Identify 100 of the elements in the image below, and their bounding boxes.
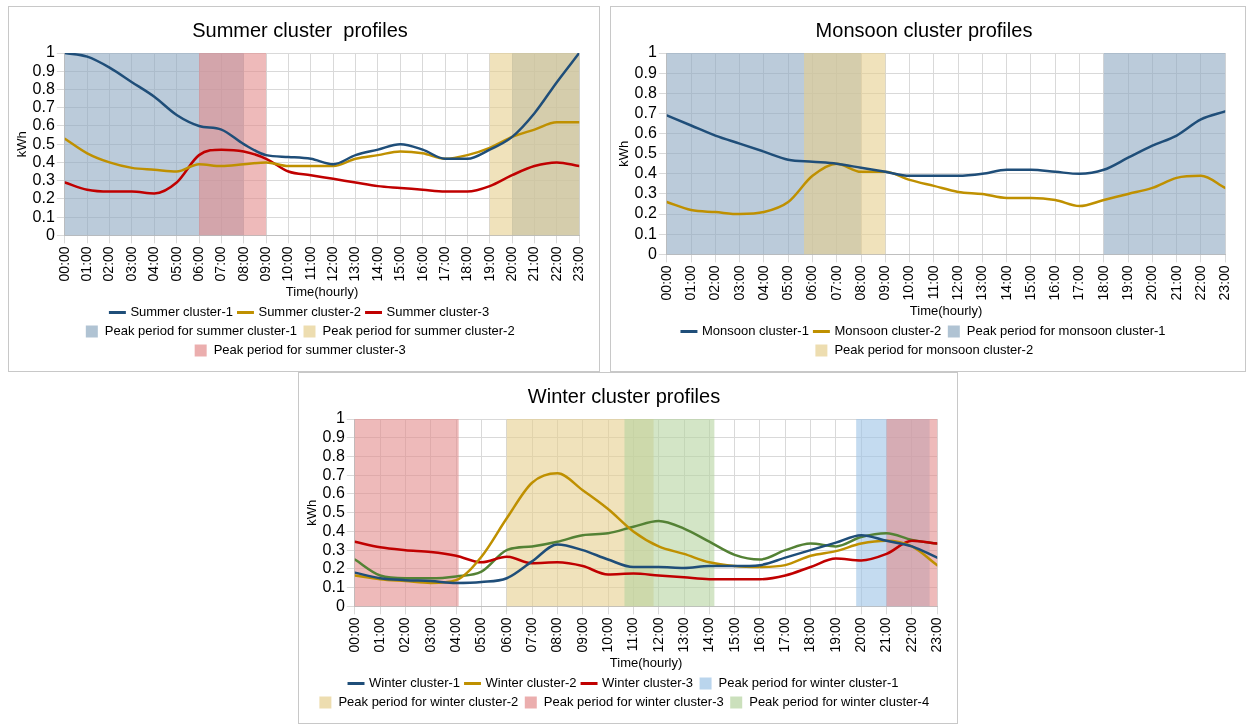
- y-tick-label: 0.7: [32, 98, 55, 116]
- x-tick-label: 08:00: [548, 617, 565, 653]
- y-tick-label: 0.9: [32, 61, 55, 79]
- legend-label: Monsoon cluster-1: [701, 323, 809, 339]
- legend-label: Peak period for winter cluster-4: [749, 694, 930, 710]
- x-tick-label: 11:00: [624, 617, 641, 652]
- x-tick-label: 02:00: [396, 617, 413, 653]
- y-tick-label: 0.7: [322, 465, 345, 483]
- x-tick-label: 04:00: [145, 246, 162, 282]
- x-tick-label: 15:00: [1021, 265, 1038, 301]
- x-tick-label: 00:00: [345, 617, 362, 653]
- legend-label: Summer cluster-2: [258, 304, 362, 320]
- chart-title: Summer cluster profiles: [192, 18, 408, 41]
- x-tick-label: 02:00: [706, 265, 723, 301]
- legend-label: Peak period for summer cluster-3: [213, 342, 406, 358]
- x-tick-label: 13:00: [973, 265, 990, 301]
- legend-label: Summer cluster-1: [130, 304, 233, 320]
- y-tick-label: 1: [647, 43, 657, 61]
- x-tick-label: 09:00: [876, 265, 893, 301]
- x-tick-label: 20:00: [1143, 265, 1160, 301]
- legend-label: Winter cluster-1: [369, 675, 461, 691]
- chart-title: Monsoon cluster profiles: [815, 18, 1033, 41]
- y-tick-label: 0: [335, 596, 345, 614]
- legend-label: Peak period for monsoon cluster-2: [834, 342, 1034, 358]
- x-tick-label: 00:00: [657, 265, 674, 301]
- y-tick-label: 0.8: [322, 446, 345, 464]
- x-tick-label: 20:00: [852, 617, 869, 653]
- x-tick-label: 12:00: [324, 246, 341, 282]
- legend-label: Peak period for summer cluster-1: [104, 323, 298, 339]
- x-tick-label: 04:00: [446, 617, 463, 653]
- y-axis-title: kWh: [304, 499, 320, 526]
- x-tick-label: 23:00: [1216, 265, 1233, 301]
- x-tick-label: 03:00: [122, 246, 139, 282]
- y-tick-label: 0.7: [634, 103, 657, 121]
- x-tick-label: 05:00: [167, 246, 184, 282]
- x-tick-label: 10:00: [900, 265, 917, 301]
- x-tick-label: 02:00: [100, 246, 117, 282]
- y-axis-title: kWh: [14, 131, 30, 158]
- x-tick-label: 07:00: [827, 265, 844, 301]
- x-tick-label: 01:00: [371, 617, 388, 653]
- x-tick-label: 06:00: [189, 246, 206, 282]
- legend-label: Winter cluster-3: [602, 675, 694, 691]
- y-tick-label: 0.3: [322, 540, 345, 558]
- y-axis-title: kWh: [616, 140, 632, 167]
- legend-label: Monsoon cluster-2: [834, 323, 942, 339]
- x-tick-label: 08:00: [851, 265, 868, 301]
- x-tick-label: 06:00: [803, 265, 820, 301]
- x-tick-label: 07:00: [212, 246, 229, 282]
- x-tick-label: 11:00: [301, 246, 318, 281]
- y-tick-label: 0.1: [322, 578, 345, 596]
- y-tick-label: 0.2: [634, 204, 657, 222]
- x-tick-label: 09:00: [256, 246, 273, 282]
- y-tick-label: 0.4: [634, 164, 657, 182]
- legend-label: Peak period for monsoon cluster-1: [966, 323, 1166, 339]
- x-tick-label: 19:00: [1118, 265, 1135, 301]
- y-tick-label: 0.3: [32, 171, 55, 189]
- x-tick-label: 22:00: [902, 617, 919, 653]
- x-tick-label: 15:00: [391, 246, 408, 282]
- y-tick-label: 0.6: [322, 484, 345, 502]
- legend-label: Peak period for winter cluster-3: [543, 694, 724, 710]
- x-tick-label: 12:00: [949, 265, 966, 301]
- y-tick-label: 0.3: [634, 184, 657, 202]
- x-tick-label: 06:00: [497, 617, 514, 653]
- x-tick-label: 22:00: [1191, 265, 1208, 301]
- x-tick-label: 23:00: [928, 617, 945, 653]
- x-tick-label: 18:00: [458, 246, 475, 282]
- x-tick-label: 23:00: [570, 246, 587, 282]
- x-tick-label: 01:00: [78, 246, 95, 282]
- x-tick-label: 17:00: [776, 617, 793, 653]
- y-tick-label: 0.8: [32, 79, 55, 97]
- x-tick-label: 05:00: [472, 617, 489, 653]
- y-tick-label: 0.9: [322, 428, 345, 446]
- y-tick-label: 0.5: [322, 503, 345, 521]
- x-tick-label: 00:00: [55, 246, 72, 282]
- legend-label: Peak period for winter cluster-1: [718, 675, 899, 691]
- y-tick-label: 0.2: [32, 189, 55, 207]
- x-tick-label: 21:00: [877, 617, 894, 653]
- chart-title: Winter cluster profiles: [527, 384, 721, 407]
- y-tick-label: 0.6: [634, 123, 657, 141]
- x-tick-label: 09:00: [573, 617, 590, 653]
- y-tick-label: 0.4: [32, 152, 55, 170]
- x-axis-title: Time(hourly): [609, 654, 683, 670]
- y-tick-label: 1: [45, 43, 55, 61]
- y-tick-label: 0.6: [32, 116, 55, 134]
- legend-label: Winter cluster-2: [485, 675, 577, 691]
- x-tick-label: 18:00: [801, 617, 818, 653]
- legend-label: Peak period for summer cluster-2: [322, 323, 515, 339]
- x-axis-title: Time(hourly): [285, 283, 359, 299]
- legend-label: Peak period for winter cluster-2: [338, 694, 519, 710]
- x-tick-label: 19:00: [480, 246, 497, 282]
- x-tick-label: 21:00: [1167, 265, 1184, 301]
- x-tick-label: 17:00: [435, 246, 452, 282]
- y-tick-label: 0.5: [32, 134, 55, 152]
- y-tick-label: 0.5: [634, 144, 657, 162]
- y-tick-label: 1: [335, 409, 345, 427]
- x-tick-label: 13:00: [674, 617, 691, 653]
- x-tick-label: 07:00: [522, 617, 539, 653]
- x-tick-label: 10:00: [598, 617, 615, 653]
- y-tick-label: 0: [647, 244, 657, 262]
- y-tick-label: 0: [45, 225, 55, 243]
